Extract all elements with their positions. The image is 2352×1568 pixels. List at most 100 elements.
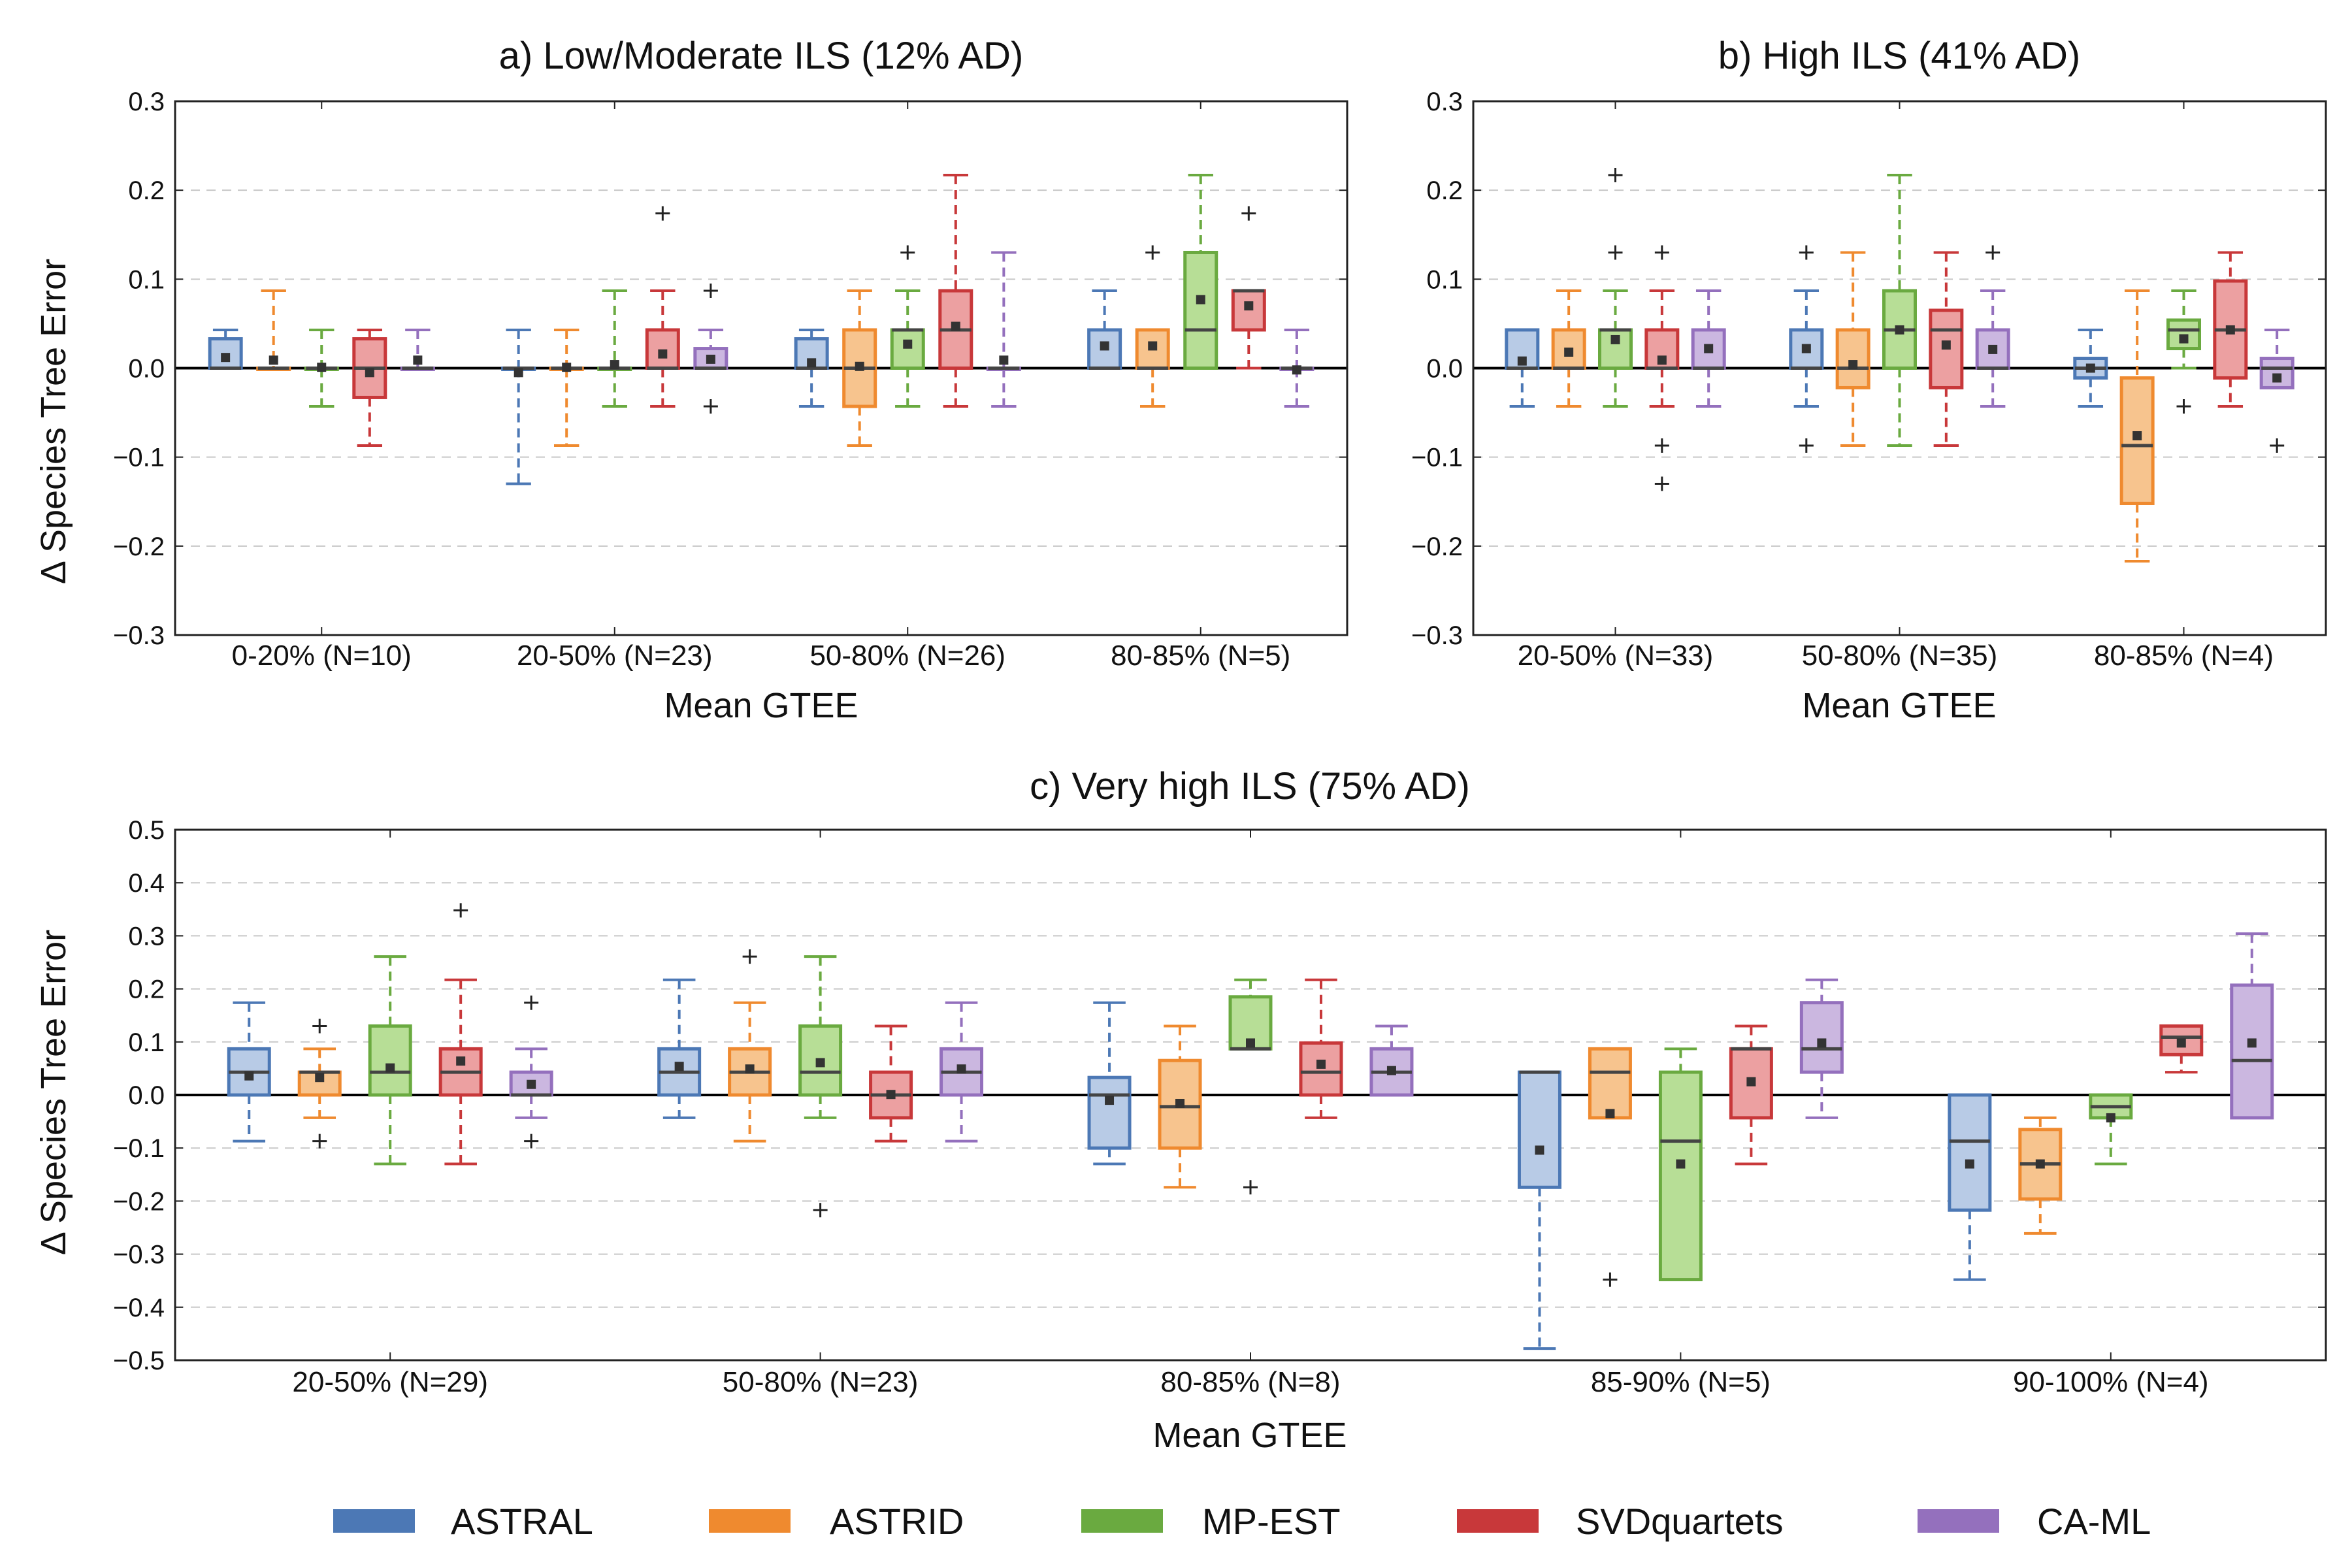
outlier-ca-ml <box>703 399 718 414</box>
plot-frame <box>1472 100 2327 636</box>
y-tick-label: 0.3 <box>128 88 165 116</box>
outlier-ca-ml <box>1985 245 2001 260</box>
mean-marker-mp-est <box>1676 1159 1686 1169</box>
mean-marker-astrid <box>269 355 278 365</box>
outlier-mp-est <box>1243 1180 1258 1195</box>
x-tick-label: 50-80% (N=35) <box>1802 640 1998 672</box>
outlier-svdquartets <box>1654 438 1669 453</box>
mean-marker-astrid <box>1564 347 1574 357</box>
outlier-mp-est <box>1608 168 1623 183</box>
legend-swatch-astral <box>333 1509 415 1533</box>
mean-marker-astrid <box>2035 1159 2045 1169</box>
mean-marker-svdquartets <box>1746 1077 1756 1086</box>
mean-marker-astrid <box>745 1064 755 1074</box>
x-tick-label: 20-50% (N=33) <box>1518 640 1714 672</box>
panel-b: b) High ILS (41% AD) Mean GTEE 0.3 0.2 0.1… <box>1411 35 2327 725</box>
mean-marker-astrid <box>1175 1098 1185 1108</box>
mean-marker-mp-est <box>1610 335 1620 344</box>
y-tick-label: −0.2 <box>113 1187 165 1216</box>
x-tick-label: 90-100% (N=4) <box>2013 1366 2209 1398</box>
mean-marker-astrid <box>2132 431 2142 440</box>
x-tick-label: 80-85% (N=4) <box>2094 640 2274 672</box>
panel-c: c) Very high ILS (75% AD) Mean GTEE Δ Sp… <box>34 765 2327 1455</box>
mean-marker-ca-ml <box>413 355 423 365</box>
outlier-svdquartets <box>1654 245 1669 260</box>
mean-marker-mp-est <box>815 1058 825 1068</box>
mean-marker-astral <box>807 358 817 368</box>
y-tick-label: −0.4 <box>113 1294 165 1322</box>
y-tick-label: 0.3 <box>1426 88 1463 116</box>
box-astrid <box>1835 328 1870 389</box>
y-tick-label: −0.2 <box>1411 532 1463 561</box>
legend-label-ca-ml: CA-ML <box>2037 1501 2151 1542</box>
mean-marker-astral <box>1801 344 1811 353</box>
x-tick-label: 50-80% (N=23) <box>723 1366 919 1398</box>
mean-marker-astral <box>514 368 523 378</box>
mean-marker-mp-est <box>2106 1113 2115 1122</box>
box-astrid <box>2119 376 2155 505</box>
mean-marker-ca-ml <box>999 355 1009 365</box>
mean-marker-astrid <box>1605 1109 1615 1119</box>
y-tick-label: 0.5 <box>128 816 165 845</box>
mean-marker-astrid <box>315 1073 325 1083</box>
outlier-astrid <box>312 1019 327 1034</box>
outlier-svdquartets <box>453 903 468 918</box>
panel-b-title: b) High ILS (41% AD) <box>1718 35 2080 77</box>
mean-marker-svdquartets <box>1941 340 1951 350</box>
mean-marker-mp-est <box>1246 1038 1255 1048</box>
x-tick-label: 80-85% (N=8) <box>1160 1366 1340 1398</box>
mean-marker-svdquartets <box>1244 301 1254 311</box>
outlier-svdquartets <box>1654 476 1669 491</box>
box-astral <box>1517 1070 1561 1189</box>
mean-marker-svdquartets <box>456 1056 466 1066</box>
x-tick-label: 85-90% (N=5) <box>1591 1366 1771 1398</box>
y-tick-label: −0.3 <box>1411 621 1463 650</box>
legend-swatch-mp-est <box>1081 1509 1163 1533</box>
y-tick-label: −0.3 <box>113 621 165 650</box>
mean-marker-ca-ml <box>1704 344 1714 353</box>
outlier-astrid <box>312 1134 327 1149</box>
outlier-ca-ml <box>524 995 539 1010</box>
y-tick-label: −0.2 <box>113 532 165 561</box>
panel-a-ylabel: Δ Species Tree Error <box>34 259 73 584</box>
outlier-mp-est <box>813 1203 828 1218</box>
box-ca-ml <box>1799 1001 1844 1074</box>
panel-b-xlabel: Mean GTEE <box>1802 686 1996 725</box>
x-tick-label: 80-85% (N=5) <box>1111 640 1290 672</box>
panel-a-title: a) Low/Moderate ILS (12% AD) <box>499 35 1024 77</box>
box-mp-est <box>1658 1070 1703 1282</box>
x-tick-label: 0-20% (N=10) <box>232 640 412 672</box>
panel-c-title: c) Very high ILS (75% AD) <box>1030 765 1470 808</box>
y-tick-label: 0.0 <box>1426 355 1463 384</box>
mean-marker-astral <box>221 353 231 363</box>
outlier-astrid <box>1145 245 1160 260</box>
y-tick-label: −0.1 <box>1411 444 1463 472</box>
y-tick-label: 0.2 <box>1426 176 1463 205</box>
box-mp-est <box>1183 250 1218 370</box>
mean-marker-astral <box>674 1062 684 1071</box>
mean-marker-svdquartets <box>365 368 374 378</box>
box-astrid <box>1588 1047 1632 1120</box>
outlier-mp-est <box>900 245 915 260</box>
y-tick-label: 0.2 <box>128 176 165 205</box>
mean-marker-astral <box>1100 341 1109 351</box>
outlier-ca-ml <box>524 1134 539 1149</box>
panel-c-xlabel: Mean GTEE <box>1152 1416 1347 1455</box>
legend-label-astral: ASTRAL <box>451 1501 593 1542</box>
mean-marker-ca-ml <box>2272 373 2282 383</box>
mean-marker-svdquartets <box>886 1090 896 1100</box>
y-tick-label: −0.3 <box>113 1241 165 1269</box>
plot-frame <box>174 828 2327 1362</box>
plot-frame <box>174 100 1348 636</box>
panel-c-ylabel: Δ Species Tree Error <box>34 930 73 1255</box>
mean-marker-mp-est <box>1895 325 1904 335</box>
mean-marker-astral <box>244 1071 254 1081</box>
y-tick-label: 0.2 <box>128 975 165 1004</box>
box-svdquartets <box>645 328 680 370</box>
mean-marker-astrid <box>855 361 864 371</box>
mean-marker-svdquartets <box>2176 1038 2186 1048</box>
x-tick-label: 20-50% (N=23) <box>517 640 713 672</box>
x-tick-label: 20-50% (N=29) <box>292 1366 488 1398</box>
mean-marker-ca-ml <box>956 1064 966 1074</box>
